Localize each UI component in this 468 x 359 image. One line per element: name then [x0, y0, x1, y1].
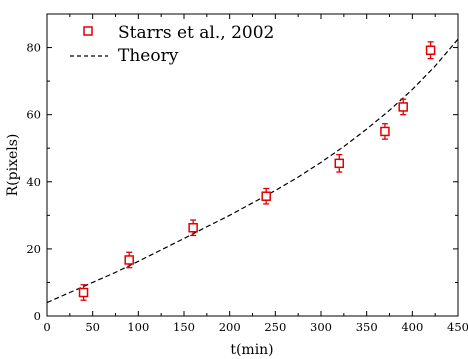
legend-marker-starrs — [83, 26, 93, 36]
y-tick-label: 60 — [26, 108, 41, 122]
legend: Starrs et al., 2002 Theory — [70, 23, 274, 66]
data-point — [188, 222, 198, 233]
x-tick-label: 200 — [219, 320, 241, 334]
x-tick-label: 100 — [127, 320, 149, 334]
data-point — [380, 126, 390, 137]
data-point — [425, 45, 436, 55]
data-points-layer — [78, 41, 436, 301]
x-tick-label: 150 — [173, 320, 195, 334]
x-tick-label: 350 — [356, 320, 378, 334]
x-axis-ticks: 0 50 100 150 200 250 300 350 400 450 — [43, 14, 468, 334]
x-tick-label: 400 — [401, 320, 423, 334]
y-tick-label: 20 — [26, 242, 41, 256]
data-point — [261, 191, 271, 201]
theory-curve — [46, 38, 459, 304]
y-tick-label: 0 — [34, 309, 41, 323]
x-axis-label: t(min) — [230, 342, 273, 358]
x-tick-label: 300 — [310, 320, 332, 334]
y-tick-label: 40 — [26, 175, 41, 189]
y-axis-label: R(pixels) — [5, 134, 21, 197]
x-tick-label: 450 — [447, 320, 468, 334]
x-tick-label: 250 — [264, 320, 286, 334]
y-tick-label: 80 — [26, 41, 41, 55]
data-point — [334, 158, 345, 169]
data-point — [124, 255, 134, 265]
x-tick-label: 0 — [43, 320, 50, 334]
data-point — [398, 102, 408, 112]
theory-curve-layer — [46, 38, 459, 304]
x-tick-label: 50 — [85, 320, 100, 334]
y-axis-ticks: 0 20 40 60 80 — [26, 41, 458, 323]
data-point — [78, 287, 89, 298]
legend-label-starrs: Starrs et al., 2002 — [118, 23, 274, 43]
plot-frame — [46, 13, 459, 317]
legend-label-theory: Theory — [118, 46, 179, 66]
